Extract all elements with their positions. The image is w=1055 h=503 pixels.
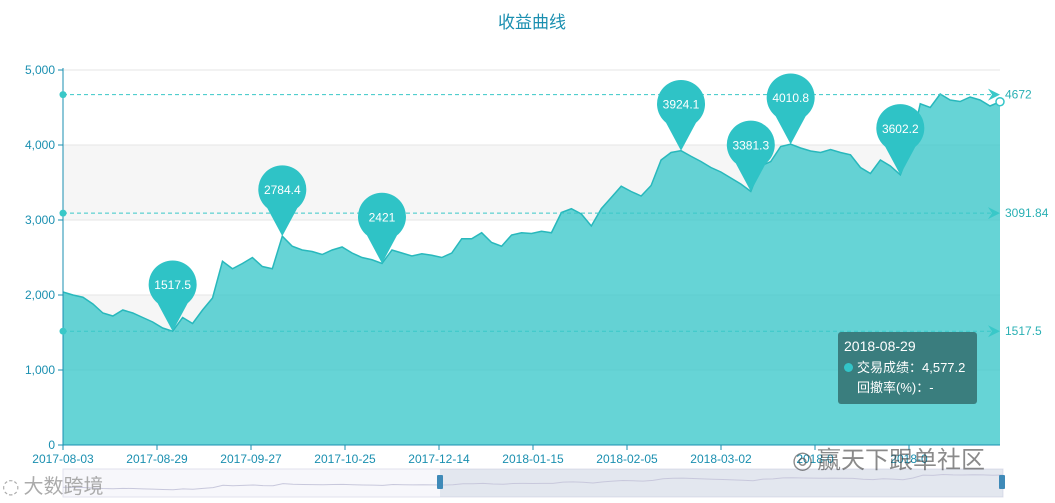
datazoom-handle [999, 475, 1005, 489]
series-area [63, 94, 1000, 445]
tooltip-drawdown-value: 回撤率(%)：- [857, 380, 934, 395]
mark-line-start-dot [59, 327, 67, 335]
mark-point-pin [876, 104, 925, 175]
y-tick-label: 3,000 [25, 213, 55, 227]
mark-point-label: 2421 [369, 210, 396, 224]
y-tick-label: 1,000 [25, 363, 55, 377]
y-tick-label: 4,000 [25, 138, 55, 152]
watermark-left: ◌ 大数跨境 [2, 474, 104, 498]
x-tick-label: 2017-09-27 [220, 452, 282, 466]
mark-line-arrow [988, 88, 1000, 101]
datazoom-handle [437, 475, 443, 489]
mark-point-pin [766, 73, 815, 145]
y-tick-label: 0 [48, 438, 55, 452]
mark-point-label: 3381.3 [732, 138, 769, 152]
x-tick-label: 2017-08-03 [32, 452, 94, 466]
mark-line-arrow [988, 325, 1000, 338]
watermark-right: ◎ 赢天下跟单社区 [792, 446, 985, 474]
mark-point-pin [357, 192, 406, 264]
x-tick-label: 2018-02-05 [596, 452, 658, 466]
mark-line-label: 4672 [1005, 88, 1032, 102]
tooltip-series-row: 交易成绩：4,577.2 [844, 358, 971, 378]
brand-logo-icon: ◌ [2, 474, 20, 498]
mark-point-pin [148, 260, 197, 332]
y-tick-label: 5,000 [25, 63, 55, 77]
chart-title: 收益曲线 [498, 13, 566, 32]
mark-line-label: 1517.5 [1005, 324, 1042, 338]
mark-point-label: 3602.2 [882, 122, 919, 136]
mark-point-pin [258, 165, 307, 237]
hover-point [995, 96, 1005, 107]
mark-line-start-dot [59, 91, 67, 99]
x-tick-label: 2018-0 [890, 452, 928, 466]
mark-point-label: 4010.8 [772, 91, 809, 105]
tooltip-series-value: 交易成绩：4,577.2 [857, 360, 966, 375]
series-line [62, 93, 1001, 333]
mark-point-pin [657, 79, 706, 151]
wechat-icon: ◎ [792, 446, 813, 474]
data-tooltip: 2018-08-29 交易成绩：4,577.2 回撤率(%)：- [838, 332, 977, 404]
datazoom-preview-line [62, 474, 1004, 491]
x-tick-label: 2017-12-14 [408, 452, 470, 466]
mark-point-label: 2784.4 [264, 183, 301, 197]
x-tick-label: 2018-03-02 [690, 452, 752, 466]
x-tick-label: 2017-08-29 [126, 452, 188, 466]
mark-line-arrow [988, 207, 1000, 220]
tooltip-date: 2018-08-29 [844, 338, 916, 354]
series-dot-icon [844, 363, 853, 372]
mark-point-pin [726, 120, 775, 192]
mark-line-label: 3091.84 [1005, 206, 1049, 220]
x-tick-label: 2018-01-15 [502, 452, 564, 466]
mark-point-label: 3924.1 [663, 98, 700, 112]
x-tick-label: 2018-0 [796, 452, 834, 466]
tooltip-drawdown-row: 回撤率(%)：- [844, 378, 971, 398]
mark-point-label: 1517.5 [154, 278, 191, 292]
mark-line-start-dot [59, 209, 67, 217]
y-tick-label: 2,000 [25, 288, 55, 302]
x-tick-label: 2017-10-25 [314, 452, 376, 466]
